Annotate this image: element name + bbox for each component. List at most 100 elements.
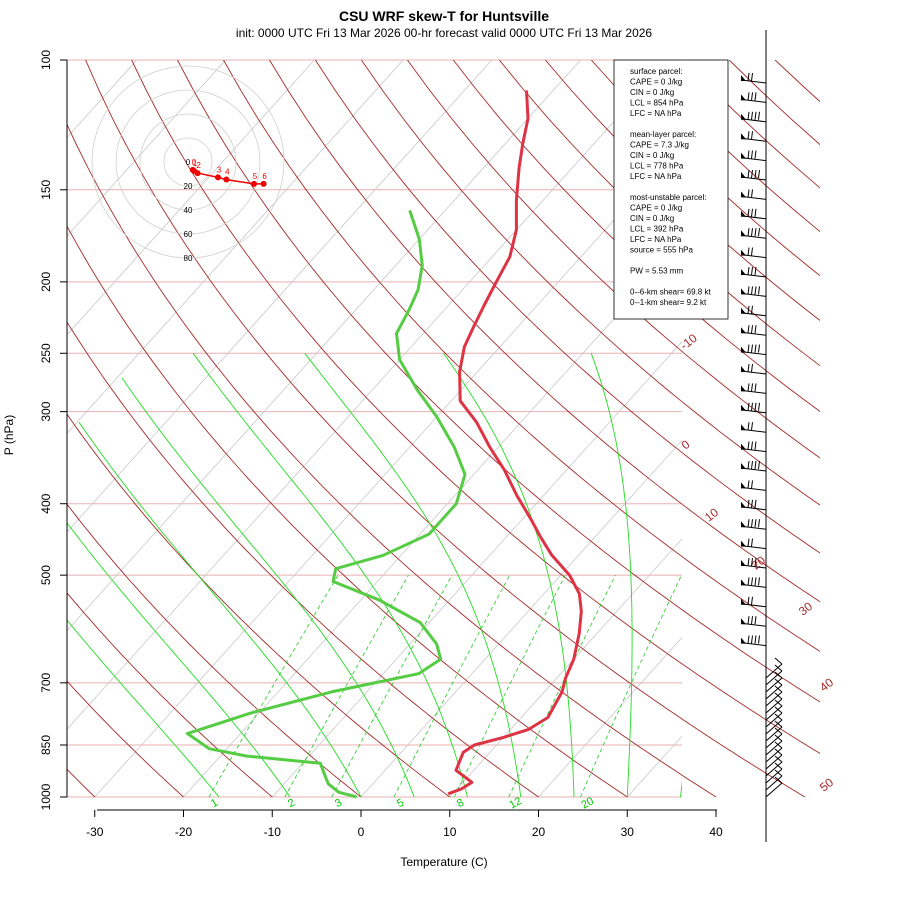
dry-adiabat-line <box>67 225 629 797</box>
mixing-ratio-line <box>208 574 339 798</box>
dry-adiabat-line <box>67 123 717 797</box>
wind-barb <box>740 441 767 453</box>
hodograph-ring <box>139 113 237 211</box>
wind-barb <box>740 247 767 259</box>
dewpoint-profile-line <box>185 209 467 799</box>
parcel-info-line: mean-layer parcel: <box>630 130 696 139</box>
wind-barb <box>740 72 767 84</box>
mixing-ratio-label: 2 <box>286 797 297 810</box>
dry-adiabat-label: 30 <box>796 599 815 618</box>
isotherm-line <box>67 60 493 533</box>
wind-barb <box>765 776 783 798</box>
wind-barb <box>740 577 767 588</box>
dry-adiabat-line <box>269 60 820 603</box>
y-tick-label: 250 <box>39 343 53 363</box>
dry-adiabat-line <box>821 60 900 813</box>
isotherm-line <box>67 60 670 730</box>
x-axis-ticks: -30 -20 -10 0 10 20 30 40 <box>86 810 723 839</box>
moist-adiabat-line <box>192 353 468 797</box>
wind-barb <box>740 208 767 220</box>
x-tick-label: -20 <box>175 825 193 839</box>
hodograph: 0 20 40 60 80 01 2 3 4 5 6 <box>91 65 285 263</box>
isotherm-line <box>67 60 404 434</box>
isotherm-line <box>449 538 682 797</box>
wind-barb <box>740 189 767 200</box>
isotherm-lines <box>67 60 682 797</box>
parcel-info-line: 0--6-km shear= 69.8 kt <box>630 288 711 297</box>
wind-barb <box>740 266 767 278</box>
hodograph-point <box>223 176 230 183</box>
wind-barb <box>740 402 767 414</box>
moist-adiabat-line <box>590 353 633 797</box>
hodograph-point-label: 6 <box>262 172 267 181</box>
wind-barb <box>765 657 783 679</box>
y-tick-label: 300 <box>39 401 53 421</box>
hodograph-point <box>215 174 221 181</box>
hodograph-ring-label: 40 <box>184 206 193 215</box>
parcel-info-line: surface parcel: <box>630 67 682 76</box>
dry-adiabat-line <box>131 60 820 754</box>
wind-barb <box>765 727 783 749</box>
dry-adiabat-line <box>67 680 185 797</box>
dry-adiabat-line <box>774 60 820 103</box>
dry-adiabat-line <box>67 503 362 797</box>
wind-barb <box>740 635 767 647</box>
x-tick-label: 40 <box>709 825 723 839</box>
wind-barb <box>765 769 783 791</box>
dry-adiabat-line <box>361 60 820 506</box>
parcel-info-text: surface parcel: CAPE = 0 J/kg CIN = 0 J/kg… <box>630 67 711 307</box>
dry-adiabat-line <box>728 60 820 146</box>
wind-barb <box>740 344 767 356</box>
isotherm-line <box>271 341 682 797</box>
wind-barb <box>765 720 783 742</box>
mixing-ratio-label: 1 <box>209 797 220 810</box>
isotherm-line <box>183 242 682 797</box>
moist-adiabat-lines <box>67 353 682 797</box>
dry-adiabat-line <box>452 60 820 413</box>
dry-adiabat-line <box>867 60 900 813</box>
parcel-info-line: CAPE = 0 J/kg <box>630 204 682 213</box>
mixing-ratio-line <box>284 574 409 798</box>
parcel-info-line: CIN = 0 J/kg <box>630 151 674 160</box>
hodograph-point <box>194 170 201 177</box>
isotherm-line <box>538 636 682 797</box>
wind-barb <box>765 762 783 784</box>
y-tick-label: 500 <box>39 565 53 585</box>
wind-barb <box>740 169 767 181</box>
hodograph-point-label: 5 <box>253 172 258 181</box>
dry-adiabat-label: -10 <box>677 331 700 353</box>
wind-barb <box>765 664 783 686</box>
parcel-info-line: LFC = NA hPa <box>630 172 682 181</box>
moist-adiabat-line <box>78 421 362 797</box>
moist-adiabat-line <box>67 522 291 797</box>
isobar-lines <box>67 59 682 798</box>
hodograph-point <box>260 180 267 187</box>
mixing-ratio-label: 12 <box>507 795 523 811</box>
x-axis-label: Temperature (C) <box>400 855 487 869</box>
mixing-ratio-label: 20 <box>579 795 595 811</box>
hodograph-ring-label: 80 <box>184 254 193 263</box>
x-tick-label: 30 <box>621 825 635 839</box>
moist-adiabat-line <box>304 353 522 797</box>
dry-adiabat-line <box>67 321 540 797</box>
moist-adiabat-line <box>443 353 575 797</box>
wind-barb <box>740 616 767 627</box>
parcel-info-line: most-unstable parcel: <box>630 193 706 202</box>
dry-adiabat-line <box>67 413 451 797</box>
hodograph-point-label: 2 <box>196 161 201 170</box>
parcel-info-line: LFC = NA hPa <box>630 235 682 244</box>
parcel-info-line: source = 555 hPa <box>630 246 693 255</box>
wind-barb <box>765 699 783 721</box>
moist-adiabat-line <box>680 780 682 797</box>
wind-barb <box>765 692 783 714</box>
parcel-info-line: 0--1-km shear= 9.2 kt <box>630 298 707 307</box>
moist-adiabat-line <box>121 377 415 797</box>
wind-barb <box>740 538 767 550</box>
y-tick-label: 150 <box>39 179 53 199</box>
hodograph-point-label: 0 <box>192 158 197 167</box>
isotherm-line <box>67 60 226 237</box>
parcel-info-line: LCL = 392 hPa <box>630 225 684 234</box>
hodograph-ring <box>115 89 261 235</box>
wind-barb <box>765 685 783 707</box>
